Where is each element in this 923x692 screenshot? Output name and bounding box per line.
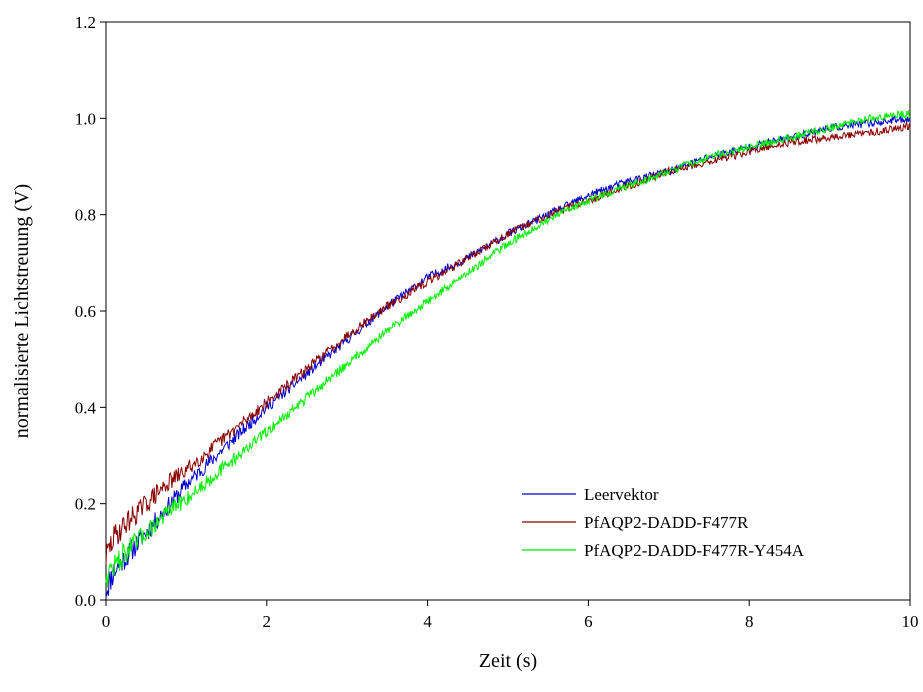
x-tick-label: 4 xyxy=(423,612,432,631)
legend-label: PfAQP2-DADD-F477R-Y454A xyxy=(584,541,805,560)
series-layer xyxy=(105,109,911,598)
y-tick-label: 0.2 xyxy=(75,495,96,514)
y-tick-label: 0.0 xyxy=(75,591,96,610)
x-tick-label: 10 xyxy=(902,612,919,631)
x-tick-label: 0 xyxy=(102,612,111,631)
y-tick-label: 0.6 xyxy=(75,302,96,321)
legend: Leervektor PfAQP2-DADD-F477R PfAQP2-DADD-F… xyxy=(522,485,805,560)
series-line xyxy=(105,109,911,588)
y-tick-label: 1.0 xyxy=(75,109,96,128)
x-tick-label: 6 xyxy=(584,612,593,631)
y-tick-label: 0.8 xyxy=(75,206,96,225)
axis-layer: 0 2 4 6 8 10 0.0 0.2 0.4 0.6 0.8 1.0 1.2 xyxy=(75,13,919,631)
x-axis-title: Zeit (s) xyxy=(479,650,537,672)
y-tick-label: 1.2 xyxy=(75,13,96,32)
x-tick-label: 2 xyxy=(263,612,272,631)
legend-label: PfAQP2-DADD-F477R xyxy=(584,513,749,532)
x-tick-label: 8 xyxy=(745,612,754,631)
y-axis-title: normalisierte Lichtstreuung (V) xyxy=(11,184,33,438)
series-line xyxy=(105,121,911,564)
legend-label: Leervektor xyxy=(584,485,659,504)
series-line xyxy=(105,115,911,598)
plot-frame xyxy=(105,21,911,601)
y-tick-label: 0.4 xyxy=(75,398,97,417)
